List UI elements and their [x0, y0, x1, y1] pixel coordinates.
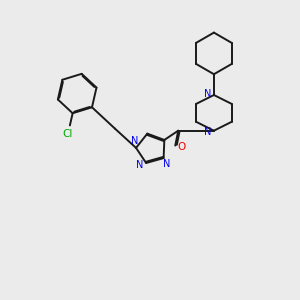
Text: N: N: [131, 136, 138, 146]
Text: O: O: [178, 142, 186, 152]
Text: N: N: [136, 160, 143, 170]
Text: N: N: [204, 89, 211, 99]
Text: N: N: [204, 127, 211, 136]
Text: Cl: Cl: [63, 128, 73, 139]
Text: N: N: [163, 159, 170, 169]
